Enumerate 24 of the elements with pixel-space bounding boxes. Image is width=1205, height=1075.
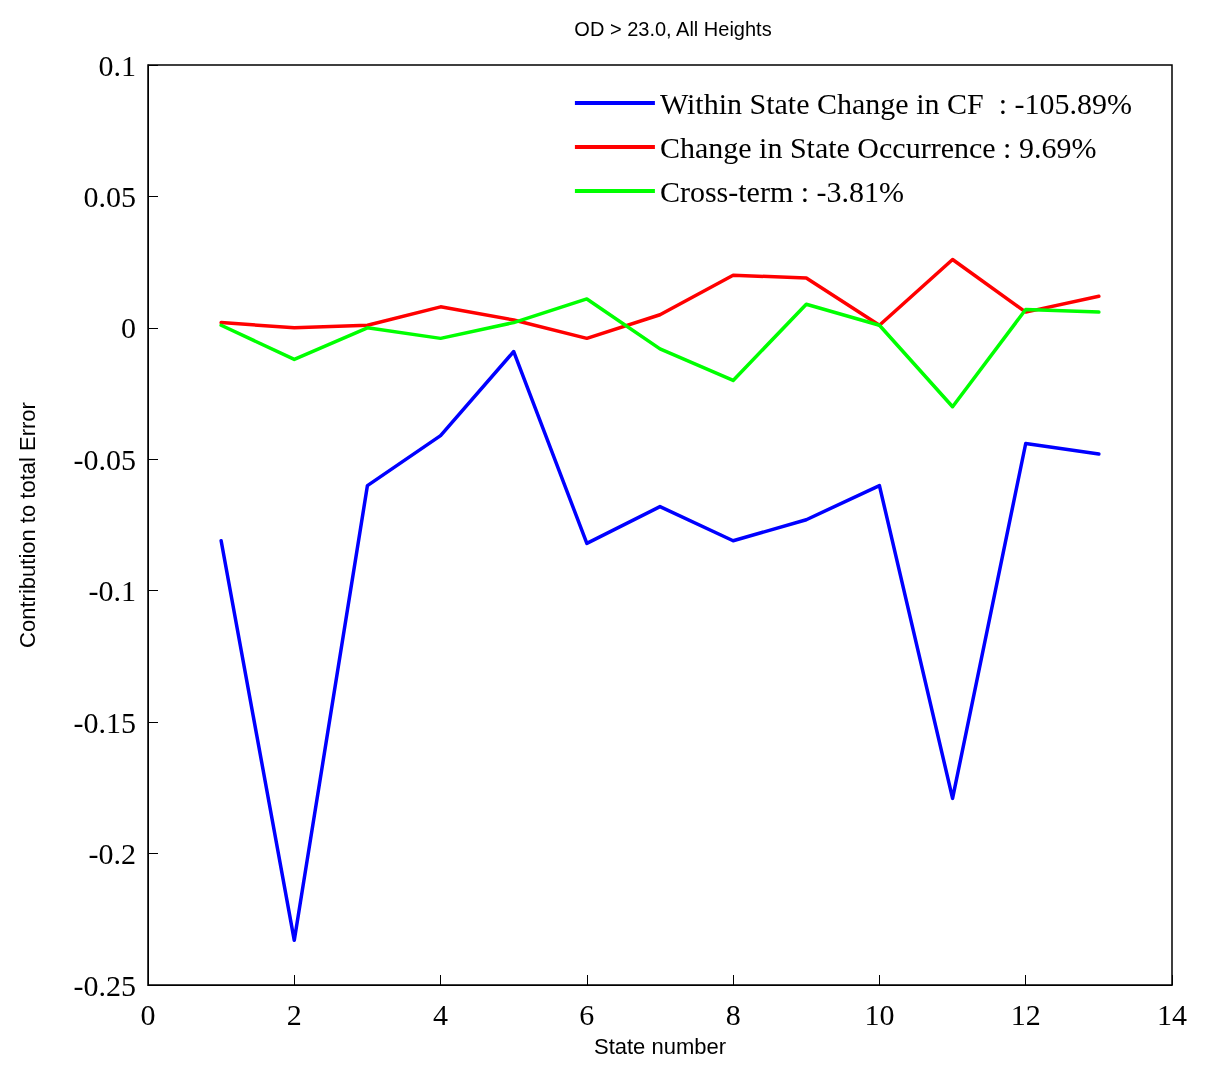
line-series (219, 257, 1101, 341)
x-tick-label: 2 (286, 997, 302, 1031)
x-tick-label: 8 (725, 997, 741, 1031)
y-tick-label: -0.05 (73, 442, 136, 476)
legend-label: Within State Change in CF : -105.89% (659, 86, 1132, 120)
legend-label: Cross-term : -3.81% (659, 174, 905, 208)
x-tick-label: 12 (1010, 997, 1041, 1031)
y-tick-label: 0 (121, 311, 136, 345)
x-axis-title: State number (593, 1033, 727, 1059)
y-tick-label: 0.1 (98, 48, 136, 82)
y-tick-label: -0.25 (73, 968, 136, 1002)
y-tick-label: -0.2 (88, 837, 136, 871)
x-tick-label: 4 (433, 997, 449, 1031)
y-tick-label: 0.05 (83, 179, 136, 213)
line-series (219, 349, 1101, 943)
x-tick-label: 6 (579, 997, 595, 1031)
y-tick-label: -0.15 (73, 705, 136, 739)
x-tick-label: 14 (1157, 997, 1187, 1031)
x-tick-label: 10 (864, 997, 895, 1031)
chart-title: OD > 23.0, All Heights (574, 18, 772, 40)
y-axis-title: Contribution to total Error (14, 402, 40, 648)
line-series (219, 297, 1101, 409)
y-tick-label: -0.1 (88, 574, 136, 608)
legend-label: Change in State Occurrence : 9.69% (659, 130, 1097, 164)
